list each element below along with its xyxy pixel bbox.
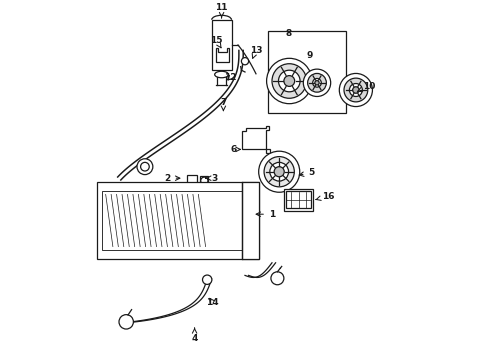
Polygon shape <box>200 176 208 185</box>
Bar <box>97 182 259 259</box>
Circle shape <box>242 58 248 65</box>
Circle shape <box>303 69 331 96</box>
Circle shape <box>339 73 372 107</box>
Circle shape <box>278 70 300 92</box>
Text: 4: 4 <box>192 328 198 343</box>
Circle shape <box>119 315 133 329</box>
Text: 5: 5 <box>299 168 315 177</box>
Circle shape <box>349 84 363 96</box>
Polygon shape <box>187 175 197 185</box>
Circle shape <box>267 58 312 104</box>
Circle shape <box>141 162 149 171</box>
Circle shape <box>259 151 300 192</box>
Text: 14: 14 <box>206 298 219 307</box>
Circle shape <box>353 87 359 93</box>
Text: 9: 9 <box>307 51 313 60</box>
Bar <box>269 31 346 113</box>
Text: 12: 12 <box>224 73 237 82</box>
Circle shape <box>344 78 368 102</box>
Text: 2: 2 <box>165 174 180 183</box>
Polygon shape <box>216 48 229 62</box>
Bar <box>286 191 311 208</box>
Text: 10: 10 <box>357 82 375 92</box>
Circle shape <box>315 81 319 85</box>
Circle shape <box>270 162 289 181</box>
Circle shape <box>313 78 321 87</box>
Circle shape <box>202 275 212 284</box>
Text: 7: 7 <box>220 98 226 111</box>
Bar <box>102 191 253 250</box>
Text: 16: 16 <box>316 192 334 201</box>
Text: 3: 3 <box>206 174 218 183</box>
Circle shape <box>274 167 284 177</box>
Bar <box>212 20 231 70</box>
Circle shape <box>264 157 294 187</box>
Text: 8: 8 <box>285 29 292 37</box>
Bar <box>243 182 259 259</box>
Circle shape <box>308 73 326 92</box>
Polygon shape <box>242 126 270 153</box>
Circle shape <box>271 272 284 285</box>
Circle shape <box>284 76 294 86</box>
Text: 1: 1 <box>256 210 275 219</box>
Circle shape <box>201 177 208 184</box>
Circle shape <box>137 159 153 175</box>
Text: 15: 15 <box>210 36 222 48</box>
Bar <box>284 189 313 211</box>
Text: 6: 6 <box>230 145 240 154</box>
Text: 13: 13 <box>249 46 262 58</box>
Text: 11: 11 <box>215 3 228 18</box>
Ellipse shape <box>215 71 228 78</box>
Circle shape <box>272 64 307 98</box>
